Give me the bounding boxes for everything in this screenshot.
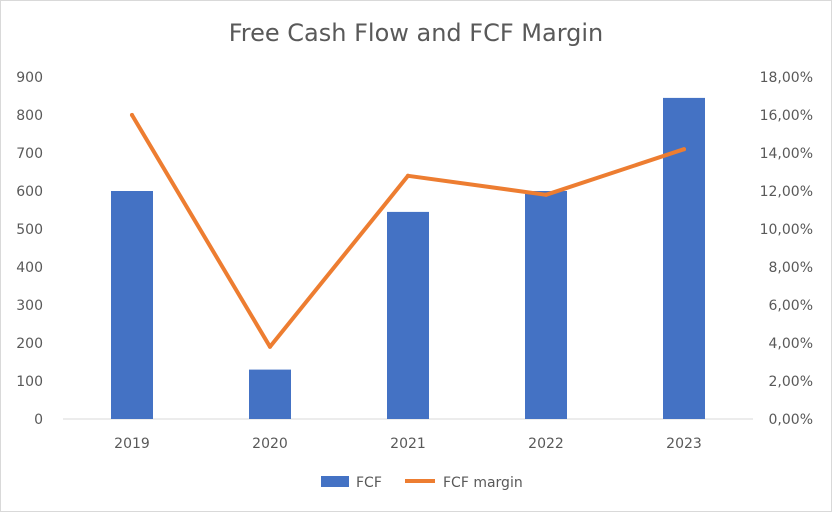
- y2-axis-tick-label: 6,00%: [769, 298, 813, 314]
- y-axis-tick-label: 100: [16, 374, 43, 390]
- y2-axis-tick-label: 8,00%: [769, 260, 813, 276]
- y2-axis-tick-label: 4,00%: [769, 336, 813, 352]
- line-point-fcf-margin: [544, 192, 548, 197]
- y2-axis-tick-label: 0,00%: [769, 412, 813, 428]
- bar-fcf: [663, 97, 705, 420]
- line-point-fcf-margin: [268, 344, 272, 349]
- y-axis-tick-label: 800: [16, 108, 43, 124]
- y2-axis-tick-label: 12,00%: [760, 184, 813, 200]
- legend-label-fcf: FCF: [356, 475, 382, 491]
- y2-axis-tick-label: 14,00%: [760, 146, 813, 162]
- bar-fcf: [387, 211, 429, 419]
- y-axis-tick-label: 0: [34, 412, 43, 428]
- y-axis-tick-label: 700: [16, 146, 43, 162]
- line-point-fcf-margin: [682, 147, 686, 152]
- y2-axis-tick-label: 16,00%: [760, 108, 813, 124]
- y2-axis-tick-label: 2,00%: [769, 374, 813, 390]
- y-axis-tick-label: 500: [16, 222, 43, 238]
- x-axis-tick-label: 2019: [114, 436, 150, 452]
- x-axis-tick-label: 2023: [666, 436, 702, 452]
- line-point-fcf-margin: [406, 173, 410, 178]
- bar-fcf: [525, 191, 567, 419]
- y-axis-tick-label: 900: [16, 70, 43, 86]
- y-axis-tick-label: 300: [16, 298, 43, 314]
- chart-title: Free Cash Flow and FCF Margin: [228, 19, 604, 47]
- y-axis-tick-label: 400: [16, 260, 43, 276]
- y-axis-tick-label: 200: [16, 336, 43, 352]
- x-axis-tick-label: 2020: [252, 436, 288, 452]
- y2-axis-tick-label: 18,00%: [760, 70, 813, 86]
- legend-swatch-fcf: [321, 476, 349, 487]
- x-axis-tick-label: 2021: [390, 436, 426, 452]
- y-axis-tick-label: 600: [16, 184, 43, 200]
- x-axis-tick-label: 2022: [528, 436, 564, 452]
- legend-label-fcf-margin: FCF margin: [443, 475, 523, 491]
- bar-fcf: [111, 191, 153, 419]
- y2-axis-tick-label: 10,00%: [760, 222, 813, 238]
- line-point-fcf-margin: [130, 113, 134, 117]
- bar-fcf: [249, 369, 291, 419]
